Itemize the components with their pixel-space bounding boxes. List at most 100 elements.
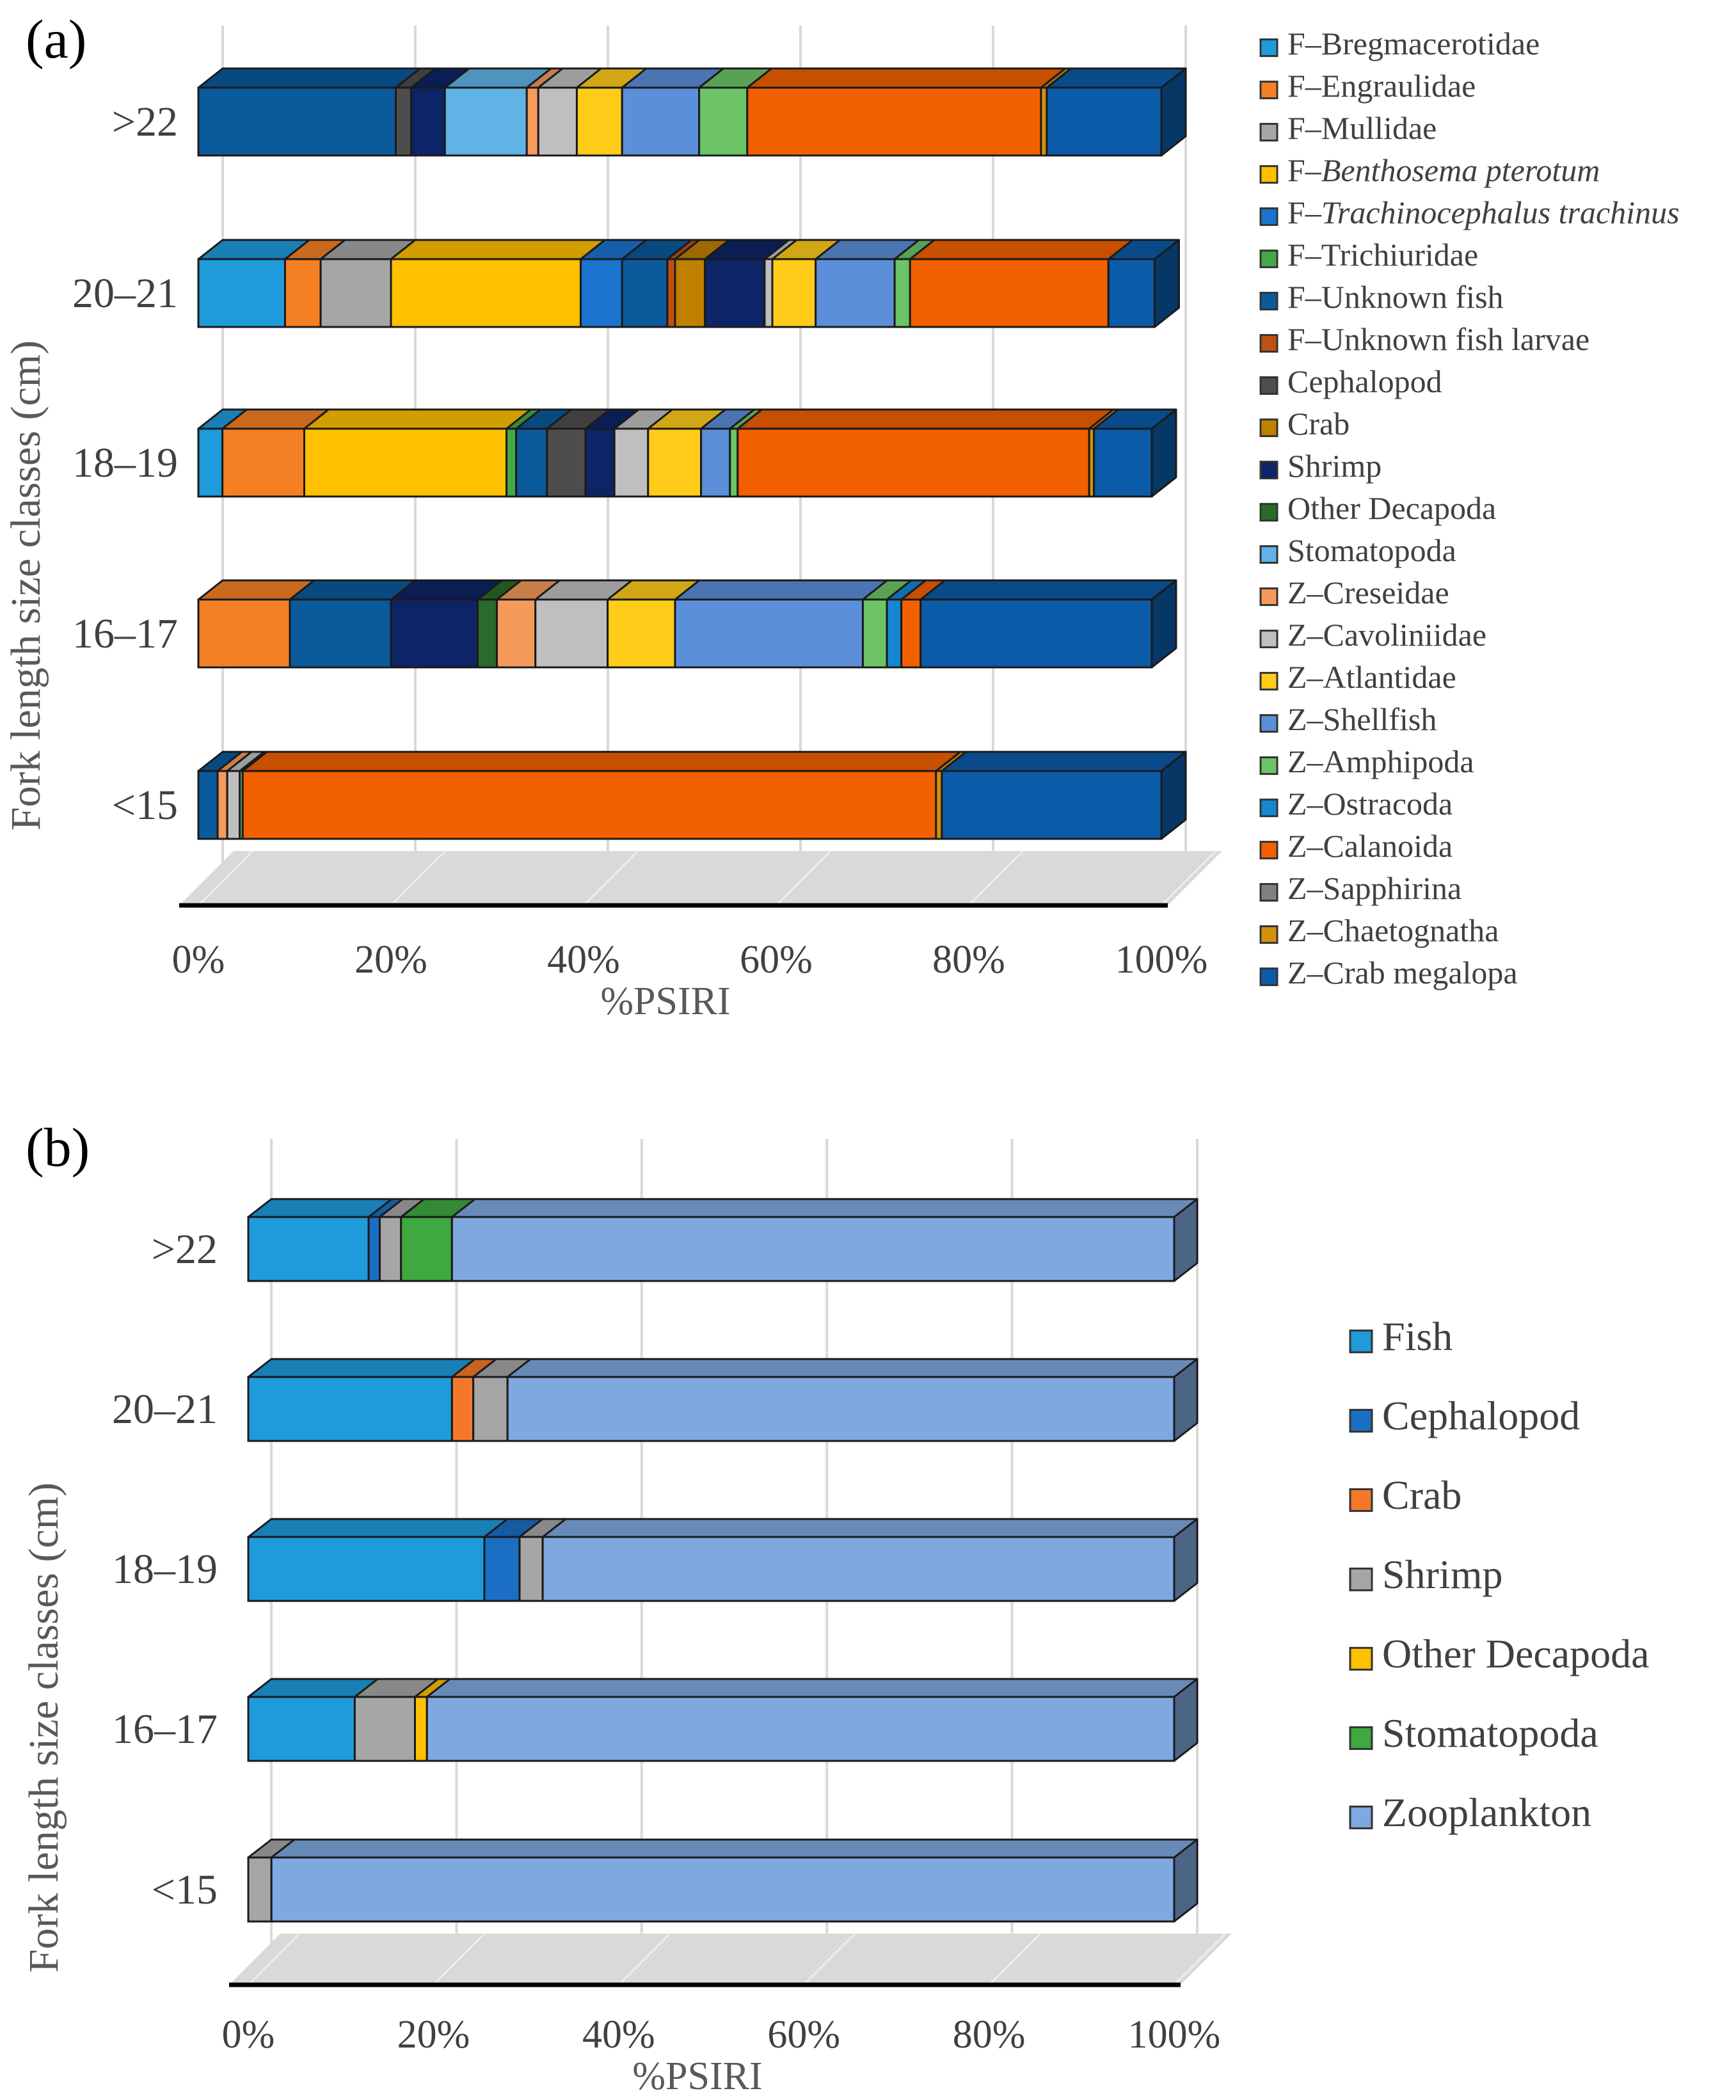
legend-swatch	[1349, 1567, 1373, 1591]
bar-front-face	[221, 427, 306, 498]
bar-z-calanoida-3	[737, 408, 1115, 498]
bar-front-face	[241, 770, 937, 840]
legend-item-z-amphipoda: Z–Amphipoda	[1259, 744, 1474, 779]
legend-label: F–Bregmacerotidae	[1287, 26, 1540, 61]
bar-front-face	[737, 427, 1090, 498]
y-tick-label: 18–19	[72, 440, 178, 486]
legend-label-part: F–	[1287, 195, 1322, 230]
legend-label: Stomatopoda	[1382, 1710, 1598, 1756]
legend-swatch	[1259, 418, 1278, 438]
legend-label: Z–Chaetognatha	[1287, 912, 1499, 948]
bar-z-shellfish-2	[815, 239, 920, 328]
bar-z-shellfish-4	[674, 579, 888, 669]
bar-f-unknown-fish-4	[289, 579, 417, 669]
bar-shrimp-3	[584, 408, 640, 498]
bar-z-cavoliniidae-4	[534, 579, 633, 669]
bar-front-face	[450, 1216, 1175, 1282]
bar-z-crab-megalopa-1	[1046, 67, 1187, 157]
legend-swatch	[1259, 545, 1278, 564]
bar-front-face	[496, 598, 537, 669]
bar-f-benthosema-pterotum-2	[390, 239, 606, 328]
bar-front-face	[763, 258, 774, 328]
bar-front-face	[247, 1856, 273, 1923]
bar-front-face	[400, 1216, 453, 1282]
legend-item-z-ostracoda: Z–Ostracoda	[1259, 786, 1453, 822]
bar-top-face	[674, 579, 888, 601]
legend-swatch	[1349, 1329, 1373, 1353]
legend-item-z-shellfish: Z–Shellfish	[1259, 701, 1437, 737]
bar-z-creseidae-4	[496, 579, 561, 669]
bar-front-face	[506, 427, 518, 498]
legend-label-part: Trachinocephalus trachinus	[1321, 195, 1680, 230]
bar-z-amphipoda-2	[893, 239, 936, 328]
bar-shrimp-3	[518, 1518, 567, 1602]
legend-item-crab: Crab	[1259, 406, 1350, 441]
bar-front-face	[247, 1696, 356, 1762]
bar-front-face	[621, 86, 701, 157]
bar-front-face	[443, 86, 528, 157]
bar-f-unknown-fish-5	[197, 751, 243, 840]
floor-gridline	[1160, 850, 1217, 907]
legend-label: Stomatopoda	[1287, 532, 1456, 568]
bar-front-face	[746, 86, 1042, 157]
legend-label: Shrimp	[1382, 1552, 1502, 1597]
bar-front-face	[886, 598, 903, 669]
legend-label: F–Trachinocephalus trachinus	[1287, 195, 1680, 230]
bar-fish-2	[247, 1358, 476, 1442]
x-tick-label: 60%	[767, 2013, 840, 2056]
bar-front-face	[1093, 427, 1153, 498]
legend-item-z-crab-megalopa: Z–Crab megalopa	[1259, 955, 1518, 990]
bar-z-calanoida-2	[909, 239, 1134, 328]
legend-swatch	[1349, 1646, 1373, 1671]
bar-top-face	[506, 1358, 1198, 1378]
bar-end-face	[1151, 408, 1177, 498]
legend-swatch	[1349, 1488, 1373, 1512]
bar-end-face	[1160, 67, 1187, 157]
legend-item-f-trachinocephalus-trachinus: F–Trachinocephalus trachinus	[1259, 195, 1680, 230]
x-tick-label: 60%	[740, 938, 813, 982]
bar-front-face	[815, 258, 896, 328]
bar-front-face	[518, 1536, 544, 1602]
bar-front-face	[472, 1376, 509, 1442]
bar-front-face	[247, 1376, 453, 1442]
legend-item-zooplankton: Zooplankton	[1349, 1790, 1591, 1835]
bar-top-face	[541, 1518, 1198, 1538]
bar-front-face	[584, 427, 616, 498]
bar-end-face	[1173, 1358, 1198, 1442]
legend-swatch	[1259, 672, 1278, 691]
legend-swatch	[1259, 250, 1278, 269]
legend-item-other-decapoda: Other Decapoda	[1349, 1631, 1650, 1676]
bar-top-face	[247, 1198, 393, 1218]
bar-z-atlantidae-4	[607, 579, 701, 669]
bar-z-atlantidae-2	[771, 239, 841, 328]
legend-item-other-decapoda: Other Decapoda	[1259, 490, 1496, 526]
legend-item-z-chaetognatha: Z–Chaetognatha	[1259, 912, 1499, 948]
bar-front-face	[410, 86, 446, 157]
floor-gridline	[390, 850, 447, 907]
bar-top-face	[247, 1358, 476, 1378]
bar-top-face	[390, 239, 606, 260]
legend-item-z-calanoida: Z–Calanoida	[1259, 828, 1453, 864]
legend: Fish Cephalopod Crab Shrimp Other Decapoda St…	[1349, 1314, 1650, 1835]
bar-f-unknown-fish-larvae-2	[666, 239, 701, 328]
bar-front-face	[367, 1216, 381, 1282]
bar-front-face	[226, 770, 241, 840]
legend-swatch	[1349, 1726, 1373, 1750]
y-tick-label: 18–19	[112, 1546, 218, 1593]
legend-label: Z–Creseidae	[1287, 575, 1449, 610]
legend-swatch	[1259, 799, 1278, 818]
x-tick-label: 40%	[547, 938, 620, 982]
bar-front-face	[483, 1536, 521, 1602]
x-tick-label: 100%	[1115, 938, 1208, 982]
bar-front-face	[515, 427, 548, 498]
bar-other-decapoda-4	[413, 1678, 451, 1762]
bar-end-face	[1173, 1198, 1198, 1282]
bar-front-face	[698, 86, 749, 157]
bar-front-face	[283, 258, 322, 328]
legend-label: Zooplankton	[1382, 1790, 1591, 1835]
bar-z-shellfish-1	[621, 67, 725, 157]
bar-front-face	[1046, 86, 1163, 157]
bar-front-face	[900, 598, 922, 669]
bar-top-face	[746, 67, 1067, 89]
